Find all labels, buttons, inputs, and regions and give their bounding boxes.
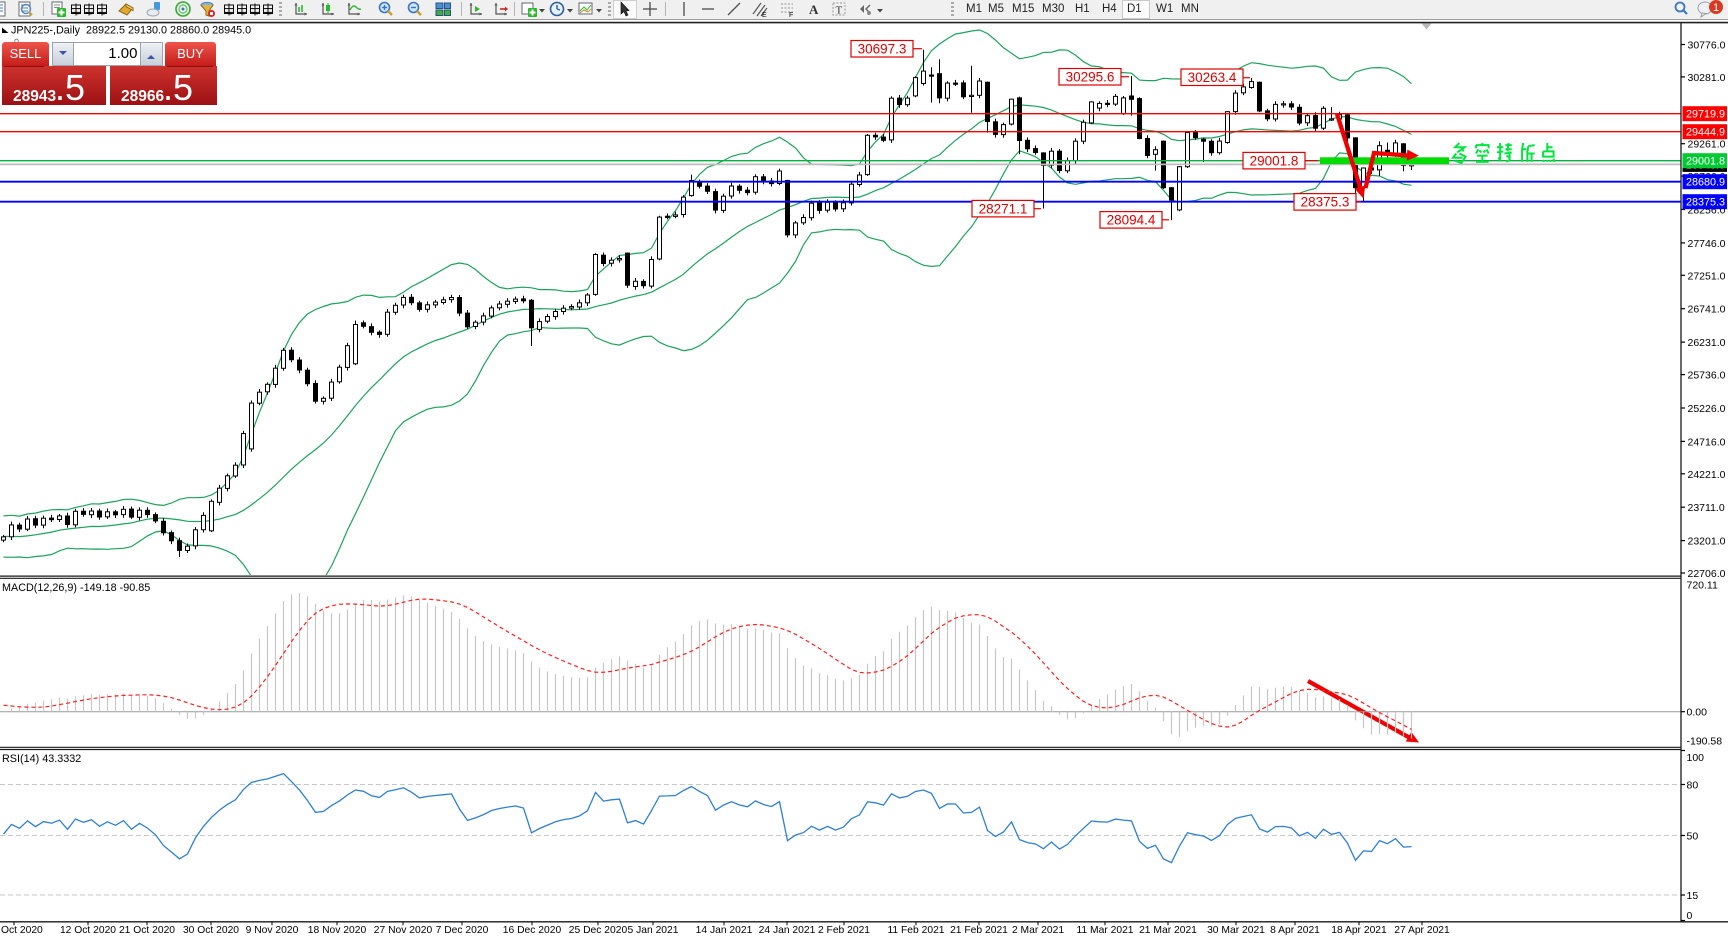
svg-text:12 Oct 2020: 12 Oct 2020 <box>60 925 116 936</box>
svg-text:Oct 2020: Oct 2020 <box>1 925 43 936</box>
svg-text:25 Dec 2020: 25 Dec 2020 <box>569 925 628 936</box>
svg-text:16 Dec 2020: 16 Dec 2020 <box>503 925 562 936</box>
svg-text:0: 0 <box>1687 910 1693 922</box>
svg-text:30281.0: 30281.0 <box>1688 72 1726 84</box>
svg-text:25736.0: 25736.0 <box>1688 370 1726 382</box>
svg-text:28375.3: 28375.3 <box>1301 194 1350 209</box>
svg-text:30295.6: 30295.6 <box>1066 69 1115 84</box>
svg-text:720.11: 720.11 <box>1687 579 1718 591</box>
svg-text:MACD(12,26,9) -149.18 -90.85: MACD(12,26,9) -149.18 -90.85 <box>2 582 150 594</box>
svg-text:21 Oct 2020: 21 Oct 2020 <box>119 925 175 936</box>
svg-text:2 Mar 2021: 2 Mar 2021 <box>1012 925 1064 936</box>
svg-text:50: 50 <box>1687 830 1699 842</box>
svg-text:80: 80 <box>1687 779 1699 791</box>
svg-text:22706.0: 22706.0 <box>1688 568 1726 580</box>
svg-text:29261.0: 29261.0 <box>1688 139 1726 151</box>
svg-text:28680.9: 28680.9 <box>1686 177 1725 189</box>
svg-text:E: E <box>762 12 767 19</box>
svg-text:A: A <box>809 2 819 17</box>
svg-text:21 Mar 2021: 21 Mar 2021 <box>1139 925 1197 936</box>
svg-text:27746.0: 27746.0 <box>1688 238 1726 250</box>
svg-text:18 Apr 2021: 18 Apr 2021 <box>1331 925 1387 936</box>
svg-text:RSI(14) 43.3332: RSI(14) 43.3332 <box>2 753 81 765</box>
svg-text:29444.9: 29444.9 <box>1686 127 1725 139</box>
svg-text:28094.4: 28094.4 <box>1107 212 1156 227</box>
svg-text:14 Jan 2021: 14 Jan 2021 <box>696 925 753 936</box>
svg-text:24221.0: 24221.0 <box>1688 469 1726 481</box>
svg-text:28375.3: 28375.3 <box>1686 197 1725 209</box>
svg-text:29001.8: 29001.8 <box>1250 153 1299 168</box>
svg-text:21 Feb 2021: 21 Feb 2021 <box>950 925 1008 936</box>
svg-text:T: T <box>836 5 843 17</box>
svg-text:2 Feb 2021: 2 Feb 2021 <box>818 925 870 936</box>
svg-text:23711.0: 23711.0 <box>1688 502 1725 514</box>
svg-text:0.00: 0.00 <box>1687 707 1708 719</box>
svg-text:30 Oct 2020: 30 Oct 2020 <box>183 925 239 936</box>
svg-text:8 Apr 2021: 8 Apr 2021 <box>1270 925 1320 936</box>
svg-text:24 Jan 2021: 24 Jan 2021 <box>759 925 816 936</box>
svg-text:27 Nov 2020: 27 Nov 2020 <box>374 925 433 936</box>
svg-text:-190.58: -190.58 <box>1687 735 1723 747</box>
svg-text:F: F <box>789 12 793 19</box>
svg-text:7 Dec 2020: 7 Dec 2020 <box>436 925 489 936</box>
svg-text:23201.0: 23201.0 <box>1688 536 1726 548</box>
svg-text:27251.0: 27251.0 <box>1688 270 1726 282</box>
svg-text:30776.0: 30776.0 <box>1688 40 1726 52</box>
svg-text:11 Mar 2021: 11 Mar 2021 <box>1076 925 1133 936</box>
svg-text:JPN225-,Daily 28922.5 29130.0: JPN225-,Daily 28922.5 29130.0 28860.0 28… <box>11 25 251 37</box>
svg-text:1: 1 <box>1713 2 1719 14</box>
svg-text:26231.0: 26231.0 <box>1688 337 1726 349</box>
svg-text:29001.8: 29001.8 <box>1686 156 1725 168</box>
svg-text:29719.9: 29719.9 <box>1686 109 1725 121</box>
svg-text:30697.3: 30697.3 <box>858 41 907 56</box>
svg-text:24716.0: 24716.0 <box>1688 436 1726 448</box>
svg-text:11 Feb 2021: 11 Feb 2021 <box>887 925 944 936</box>
svg-text:18 Nov 2020: 18 Nov 2020 <box>308 925 367 936</box>
svg-text:28271.1: 28271.1 <box>979 201 1028 216</box>
svg-text:30263.4: 30263.4 <box>1188 70 1237 85</box>
svg-text:100: 100 <box>1687 752 1705 764</box>
svg-text:9 Nov 2020: 9 Nov 2020 <box>246 925 299 936</box>
svg-text:25226.0: 25226.0 <box>1688 403 1726 415</box>
svg-text:5 Jan 2021: 5 Jan 2021 <box>628 925 679 936</box>
svg-text:30 Mar 2021: 30 Mar 2021 <box>1207 925 1265 936</box>
svg-text:15: 15 <box>1687 890 1699 902</box>
svg-text:27 Apr 2021: 27 Apr 2021 <box>1394 925 1450 936</box>
svg-text:26741.0: 26741.0 <box>1688 304 1726 316</box>
